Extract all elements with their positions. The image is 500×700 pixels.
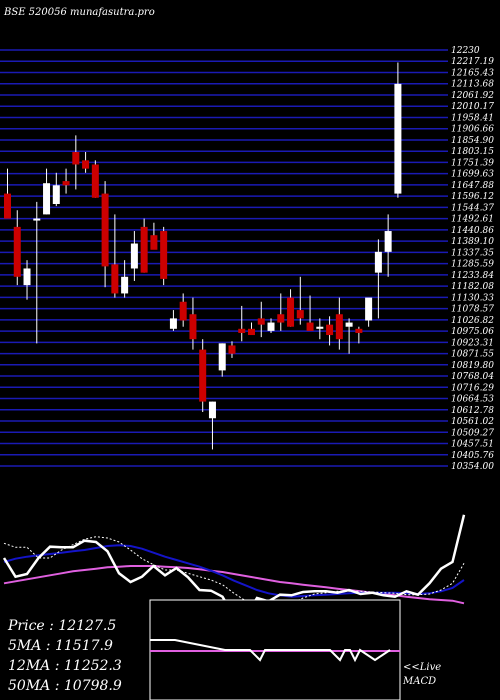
candle-down — [13, 226, 21, 277]
price-level-label: 11699.63 — [451, 170, 494, 180]
chart-title: BSE 520056 munafasutra.pro — [3, 7, 155, 18]
candle-down — [62, 181, 70, 186]
price-level-label: 11182.08 — [451, 282, 494, 292]
candle-up — [52, 185, 60, 204]
price-level-label: 10768.04 — [451, 372, 494, 382]
price-level-label: 11440.86 — [451, 226, 494, 236]
candle-down — [82, 160, 90, 169]
candle-up — [365, 297, 373, 321]
candle-down — [355, 328, 363, 333]
candle-up — [394, 83, 402, 194]
price-level-label: 10457.51 — [451, 440, 494, 450]
price-level-label: 10509.27 — [451, 428, 494, 438]
candle-down — [287, 297, 295, 327]
price-level-label: 12061.92 — [451, 91, 494, 101]
price-level-label: 11751.39 — [451, 158, 494, 168]
candle-down — [248, 328, 255, 336]
price-level-label: 11492.61 — [451, 215, 494, 225]
candle-down — [189, 314, 197, 340]
price-level-label: 11854.90 — [451, 136, 494, 146]
price-level-label: 11647.88 — [451, 181, 494, 191]
macd-live-label: <<Live — [403, 662, 441, 673]
price-level-label: 10354.00 — [451, 462, 494, 472]
ma12-line — [3, 544, 465, 598]
legend-price: Price : 12127.5 — [7, 618, 116, 634]
candle-up — [208, 401, 216, 419]
candle-up — [218, 343, 226, 371]
price-level-label: 12217.19 — [451, 57, 494, 67]
candle-up — [23, 268, 31, 286]
price-level-label: 10975.06 — [451, 327, 494, 337]
candle-down — [306, 322, 314, 331]
candle-down — [101, 193, 109, 267]
candle-down — [238, 328, 246, 333]
candle-down — [199, 349, 207, 402]
candle-down — [335, 314, 343, 340]
candle-up — [374, 251, 382, 273]
price-level-label: 11026.82 — [451, 316, 494, 326]
price-level-label: 11285.59 — [451, 260, 494, 270]
candle-down — [111, 264, 119, 294]
price-level-label: 11596.12 — [451, 192, 494, 202]
candle-up — [345, 322, 353, 327]
price-level-label: 11233.84 — [451, 271, 494, 281]
price-level-label: 11130.33 — [451, 293, 494, 303]
price-level-label: 12113.68 — [451, 80, 494, 90]
price-level-label: 10819.80 — [451, 361, 494, 371]
candle-down — [277, 314, 285, 323]
candle-up — [384, 231, 392, 252]
legend-ma50: 50MA : 10798.9 — [8, 678, 122, 694]
price-level-label: 11337.35 — [451, 248, 494, 258]
candle-down — [179, 301, 187, 321]
candle-up — [130, 243, 138, 269]
candle-up — [43, 183, 51, 215]
candlestick-series — [4, 62, 402, 450]
candle-down — [228, 345, 236, 354]
candle-down — [140, 226, 148, 273]
price-level-label: 10664.53 — [451, 395, 494, 405]
price-level-label: 10561.02 — [451, 417, 494, 427]
candle-down — [160, 231, 168, 279]
price-gridlines — [0, 49, 448, 467]
candle-up — [267, 322, 275, 331]
candle-down — [150, 235, 158, 250]
candle-down — [72, 152, 80, 165]
candle-down — [257, 318, 265, 325]
price-level-label: 11906.66 — [451, 125, 494, 135]
price-level-label: 10612.78 — [451, 406, 494, 416]
legend-ma5: 5MA : 11517.9 — [8, 638, 113, 654]
candle-down — [296, 310, 304, 319]
price-level-label: 11544.37 — [451, 203, 494, 213]
price-level-label: 12230 — [451, 46, 480, 56]
price-level-label: 11389.10 — [451, 237, 494, 247]
legend: Price : 12127.5 5MA : 11517.9 12MA : 112… — [7, 618, 122, 694]
price-level-label: 10923.31 — [451, 338, 494, 348]
macd-line — [150, 639, 391, 663]
candle-down — [91, 164, 99, 198]
candle-up — [316, 326, 324, 329]
price-level-label: 12010.17 — [451, 102, 494, 112]
price-level-label: 12165.43 — [451, 68, 494, 78]
macd-panel: <<Live MACD — [149, 599, 441, 700]
candle-up — [33, 218, 41, 221]
price-level-label: 11078.57 — [451, 305, 494, 315]
price-level-label: 10716.29 — [451, 383, 494, 393]
price-level-label: 11803.15 — [451, 147, 494, 157]
price-level-label: 10871.55 — [451, 350, 494, 360]
macd-title: MACD — [402, 676, 436, 687]
candle-down — [4, 193, 11, 219]
ma50-line — [3, 565, 465, 605]
candle-down — [326, 324, 334, 336]
price-level-label: 10405.76 — [451, 451, 494, 461]
candle-up — [169, 318, 177, 329]
candle-up — [121, 276, 129, 294]
legend-ma12: 12MA : 11252.3 — [8, 658, 122, 674]
price-level-label: 11958.41 — [451, 113, 494, 123]
